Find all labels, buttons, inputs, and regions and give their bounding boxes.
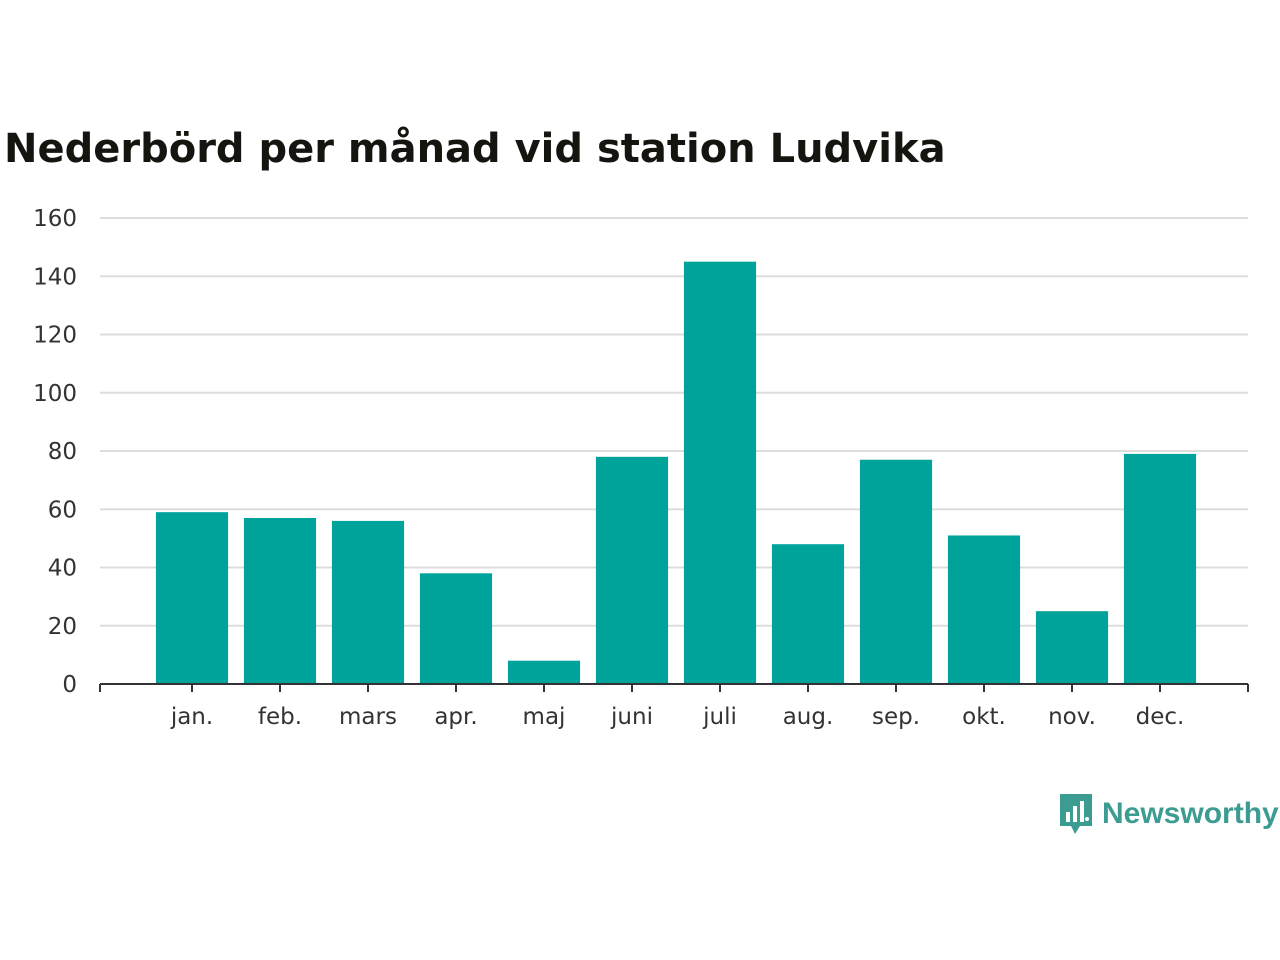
y-tick-label: 80 xyxy=(48,439,77,465)
bar xyxy=(419,573,493,684)
y-tick-label: 160 xyxy=(33,206,77,232)
x-axis-tick-labels: jan. feb. mars apr. maj juni juli aug. sep. okt. n… xyxy=(170,704,1185,730)
bar xyxy=(243,517,317,684)
x-tick-label: feb. xyxy=(258,704,302,730)
x-tick-label: juli xyxy=(702,704,737,730)
x-tick-label: juni xyxy=(610,704,653,730)
bars xyxy=(155,261,1197,684)
bar xyxy=(1035,611,1109,684)
y-axis-tick-labels: 0 20 40 60 80 100 120 140 160 xyxy=(33,206,77,698)
y-tick-label: 140 xyxy=(33,264,77,290)
bar xyxy=(771,544,845,684)
x-tick-label: sep. xyxy=(872,704,920,730)
y-tick-label: 120 xyxy=(33,323,77,349)
x-tick-label: nov. xyxy=(1048,704,1096,730)
x-tick-label: mars xyxy=(339,704,397,730)
y-tick-label: 100 xyxy=(33,381,77,407)
bar xyxy=(507,660,581,684)
x-tick-label: aug. xyxy=(783,704,834,730)
x-tick-label: maj xyxy=(523,704,566,730)
y-tick-label: 60 xyxy=(48,497,77,523)
x-tick-label: apr. xyxy=(434,704,477,730)
x-tick-label: jan. xyxy=(170,704,213,730)
bar xyxy=(947,535,1021,684)
x-tick-label: dec. xyxy=(1136,704,1185,730)
x-axis xyxy=(99,683,1249,692)
brand-name: Newsworthy xyxy=(1102,797,1279,830)
newsworthy-logo: Newsworthy xyxy=(1058,792,1279,836)
x-tick-label: okt. xyxy=(962,704,1006,730)
bar xyxy=(683,261,757,684)
chart-speech-bubble-icon xyxy=(1060,794,1092,834)
bar xyxy=(595,456,669,684)
y-tick-label: 40 xyxy=(48,556,77,582)
chart-title: Nederbörd per månad vid station Ludvika xyxy=(4,126,946,172)
y-tick-label: 0 xyxy=(62,672,77,698)
bar xyxy=(859,459,933,684)
bar xyxy=(155,512,229,684)
y-tick-label: 20 xyxy=(48,614,77,640)
bar xyxy=(1123,453,1197,684)
bar xyxy=(331,520,405,684)
